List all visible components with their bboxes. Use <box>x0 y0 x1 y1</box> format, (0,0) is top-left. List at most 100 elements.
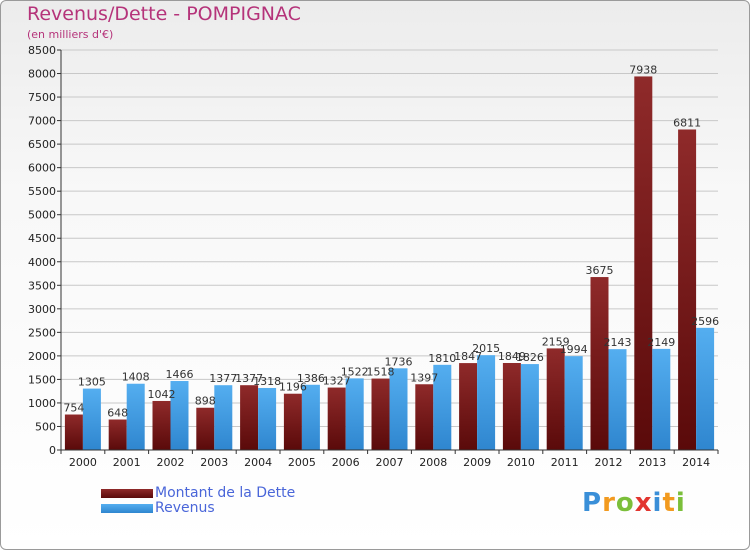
logo-letter: i <box>675 488 686 518</box>
bar-revenus-2010 <box>520 364 539 450</box>
label-revenus-2001: 1408 <box>122 371 150 384</box>
bar-revenus-2005 <box>301 384 320 450</box>
bar-revenus-2002 <box>170 381 189 450</box>
bar-revenus-2006 <box>345 378 364 450</box>
label-debt-2014: 6811 <box>673 116 701 129</box>
bar-debt-2013 <box>634 76 653 451</box>
y-tick-label: 500 <box>35 420 56 433</box>
x-tick-label-2009: 2009 <box>463 456 491 469</box>
bar-debt-2008 <box>415 384 434 450</box>
x-tick-label-2008: 2008 <box>419 456 447 469</box>
x-tick-label-2000: 2000 <box>69 456 97 469</box>
x-tick-label-2011: 2011 <box>551 456 579 469</box>
logo-letter: t <box>662 488 676 518</box>
y-tick-label: 4500 <box>28 232 56 245</box>
logo-letter: r <box>602 488 616 518</box>
x-tick-label-2013: 2013 <box>638 456 666 469</box>
bar-revenus-2012 <box>608 349 627 450</box>
label-revenus-2004: 1318 <box>253 375 281 388</box>
x-tick-label-2004: 2004 <box>244 456 272 469</box>
label-debt-2000: 754 <box>63 402 84 415</box>
y-tick-label: 2000 <box>28 350 56 363</box>
bar-debt-2014 <box>678 129 697 450</box>
y-tick-label: 3000 <box>28 303 56 316</box>
label-debt-2003: 898 <box>195 395 216 408</box>
label-revenus-2000: 1305 <box>78 376 106 389</box>
bar-debt-2002 <box>152 400 171 450</box>
bar-debt-2004 <box>240 385 259 450</box>
bar-debt-2010 <box>502 362 521 450</box>
legend-label-debt: Montant de la Dette <box>155 485 296 501</box>
bar-revenus-2014 <box>696 327 715 450</box>
y-tick-label: 8000 <box>28 68 56 81</box>
x-tick-label-2010: 2010 <box>507 456 535 469</box>
label-revenus-2002: 1466 <box>166 368 194 381</box>
bar-revenus-2000 <box>82 388 101 450</box>
bar-debt-2011 <box>546 348 565 450</box>
logo-letter: o <box>615 488 635 518</box>
y-tick-label: 7000 <box>28 115 56 128</box>
axes: 0 500 1000 1500 2000 2500 3000 3500 4000 4500 5000… <box>28 44 719 469</box>
bar-debt-2000 <box>64 414 83 450</box>
label-debt-2011: 2159 <box>542 335 570 348</box>
label-revenus-2010: 1826 <box>516 351 544 364</box>
label-revenus-2007: 1736 <box>385 355 413 368</box>
bar-revenus-2007 <box>389 368 408 450</box>
label-revenus-2012: 2143 <box>604 336 632 349</box>
y-tick-label: 2500 <box>28 326 56 339</box>
bar-revenus-2011 <box>564 356 583 450</box>
chart-subtitle: (en milliers d'€) <box>27 28 114 41</box>
label-debt-2001: 648 <box>107 407 128 420</box>
x-tick-label-2001: 2001 <box>113 456 141 469</box>
y-tick-label: 6000 <box>28 162 56 175</box>
label-debt-2010: 1849 <box>498 350 526 363</box>
proxiti-logo: Proxiti <box>582 488 686 518</box>
y-tick-label: 3500 <box>28 279 56 292</box>
bar-debt-2009 <box>459 363 478 450</box>
x-tick-label-2012: 2012 <box>595 456 623 469</box>
bar-debt-2001 <box>108 419 127 450</box>
y-tick-label: 8500 <box>28 44 56 57</box>
y-tick-label: 7500 <box>28 91 56 104</box>
bar-debt-2003 <box>196 407 215 450</box>
logo-letter: i <box>652 488 663 518</box>
bars <box>64 76 715 451</box>
label-revenus-2008: 1810 <box>428 352 456 365</box>
y-tick-label: 1500 <box>28 373 56 386</box>
y-tick-label: 5000 <box>28 209 56 222</box>
bar-revenus-2003 <box>214 385 233 450</box>
bar-revenus-2013 <box>652 348 671 450</box>
y-tick-label: 4000 <box>28 256 56 269</box>
label-revenus-2003: 1377 <box>209 372 237 385</box>
legend-label-revenus: Revenus <box>155 500 215 516</box>
legend-swatch-revenus <box>101 504 153 513</box>
label-revenus-2006: 1522 <box>341 365 369 378</box>
label-revenus-2013: 2149 <box>647 336 675 349</box>
x-tick-label-2014: 2014 <box>682 456 710 469</box>
x-tick-label-2006: 2006 <box>332 456 360 469</box>
label-revenus-2014: 2596 <box>691 315 719 328</box>
x-tick-label-2005: 2005 <box>288 456 316 469</box>
label-debt-2002: 1042 <box>148 388 176 401</box>
y-tick-label: 0 <box>49 444 56 457</box>
bar-debt-2005 <box>283 393 302 450</box>
x-tick-label-2007: 2007 <box>376 456 404 469</box>
bar-revenus-2001 <box>126 383 145 450</box>
label-debt-2012: 3675 <box>586 264 614 277</box>
bar-debt-2012 <box>590 277 609 450</box>
label-debt-2013: 7938 <box>629 63 657 76</box>
label-revenus-2005: 1386 <box>297 372 325 385</box>
y-tick-label: 1000 <box>28 397 56 410</box>
label-debt-2007: 1518 <box>367 366 395 379</box>
label-debt-2005: 1196 <box>279 381 307 394</box>
bar-debt-2007 <box>371 378 390 450</box>
bar-debt-2006 <box>327 387 346 450</box>
logo-letter: x <box>634 488 653 518</box>
label-debt-2008: 1397 <box>410 371 438 384</box>
bar-revenus-2008 <box>433 364 452 450</box>
label-revenus-2009: 2015 <box>472 342 500 355</box>
x-tick-label-2003: 2003 <box>200 456 228 469</box>
x-tick-label-2002: 2002 <box>157 456 185 469</box>
